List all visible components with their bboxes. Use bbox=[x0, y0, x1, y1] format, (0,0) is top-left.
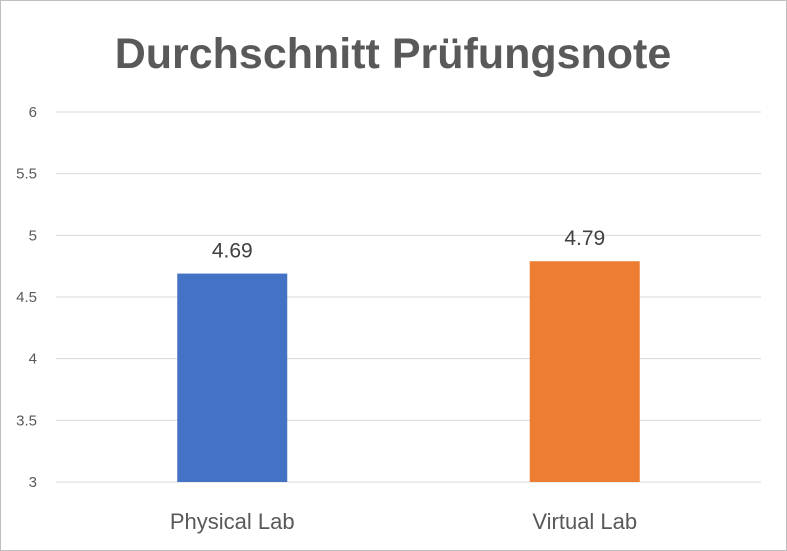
y-tick-label: 5 bbox=[29, 227, 37, 244]
bars bbox=[177, 261, 640, 482]
y-tick-label: 3 bbox=[29, 474, 37, 491]
y-tick-label: 3.5 bbox=[16, 412, 37, 429]
y-tick-label: 6 bbox=[29, 104, 37, 121]
data-label: 4.79 bbox=[564, 227, 605, 250]
y-tick-label: 4.5 bbox=[16, 289, 37, 306]
gridlines bbox=[56, 111, 761, 483]
chart-title: Durchschnitt Prüfungsnote bbox=[115, 30, 672, 78]
bar bbox=[529, 261, 640, 482]
x-axis-categories: Physical Lab Virtual Lab bbox=[170, 509, 637, 534]
y-tick-label: 4 bbox=[29, 351, 37, 368]
x-category-label: Physical Lab bbox=[170, 509, 295, 534]
data-label: 4.69 bbox=[212, 240, 253, 263]
bar bbox=[177, 273, 288, 482]
data-labels: 4.69 4.79 bbox=[212, 227, 605, 262]
y-tick-label: 5.5 bbox=[16, 166, 37, 183]
y-axis-ticks: 3 3.5 4 4.5 5 5.5 6 bbox=[16, 104, 37, 491]
x-category-label: Virtual Lab bbox=[532, 509, 637, 534]
